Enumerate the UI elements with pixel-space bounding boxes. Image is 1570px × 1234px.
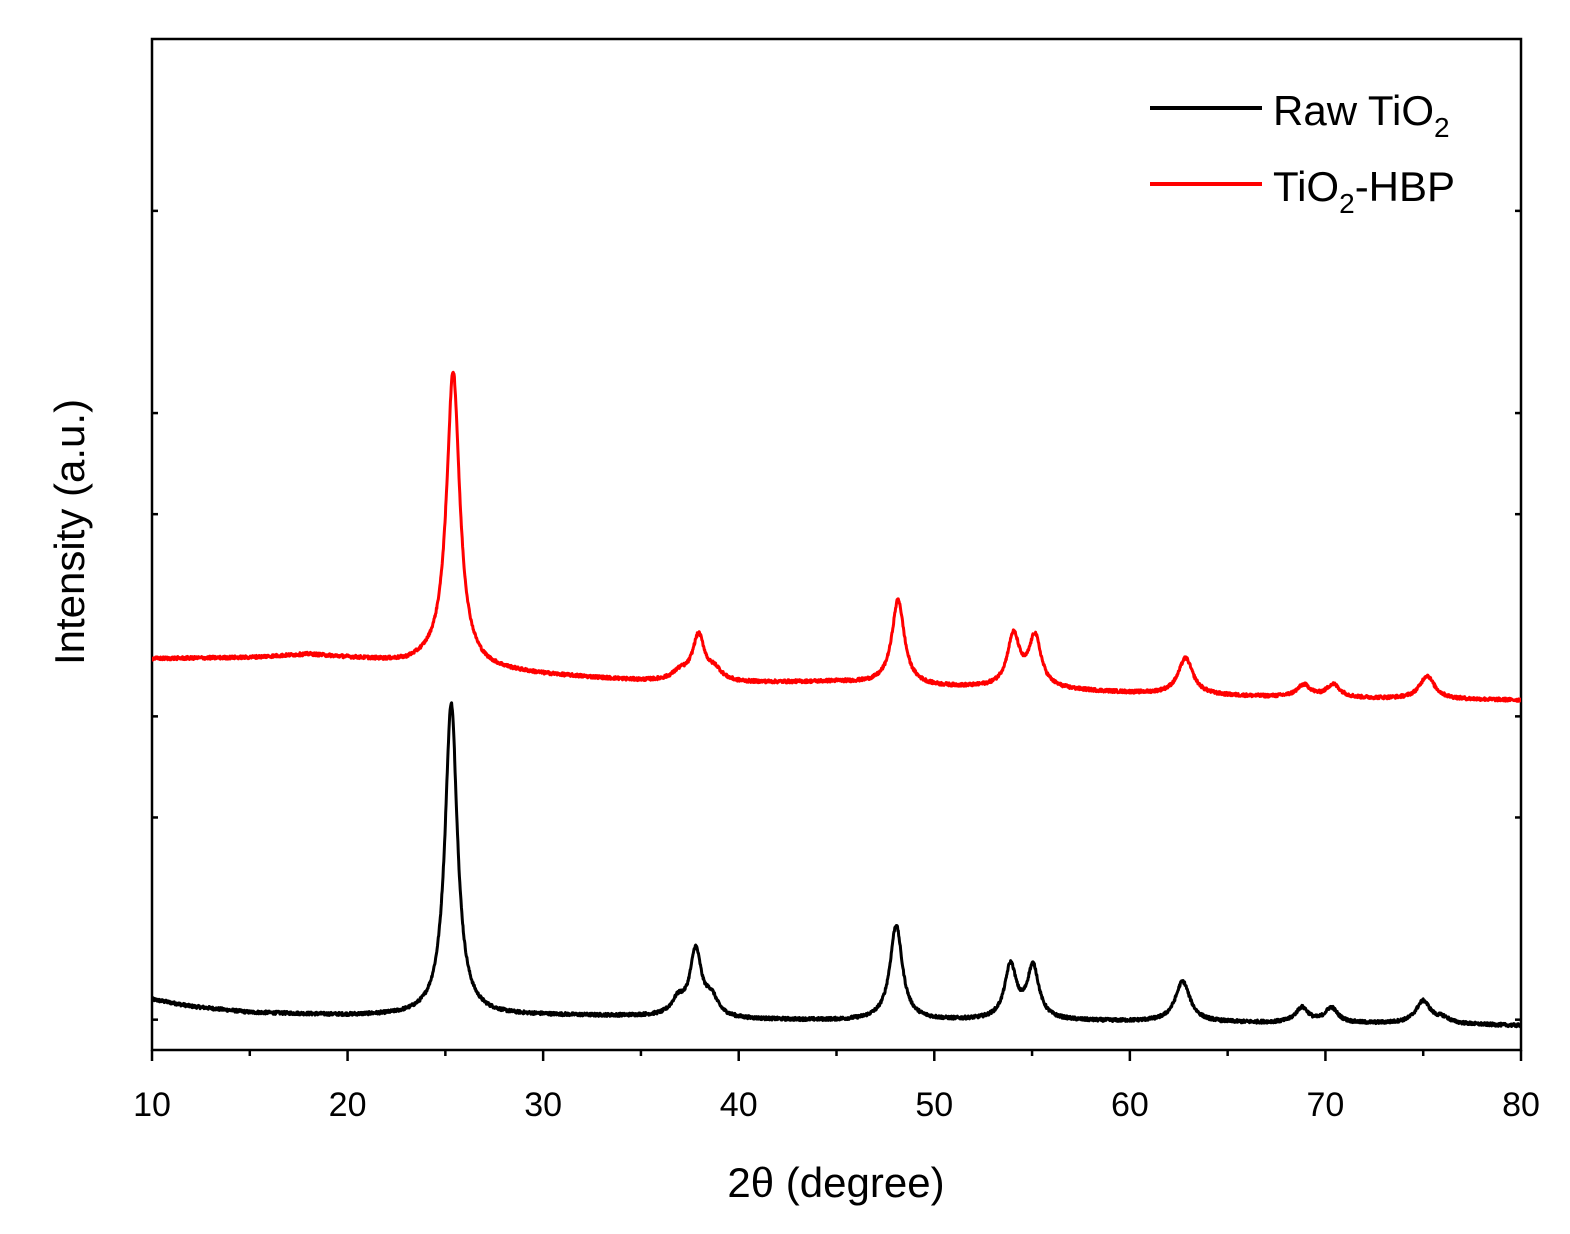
legend-label-tio2-hbp: TiO2-HBP (1273, 163, 1455, 219)
legend-label-raw-tio2: Raw TiO2 (1273, 87, 1450, 143)
legend: Raw TiO2 TiO2-HBP (1150, 87, 1455, 219)
x-tick-label: 70 (1307, 1086, 1345, 1124)
x-tick-label: 60 (1111, 1086, 1149, 1124)
x-tick-label: 20 (329, 1086, 367, 1124)
x-tick-label: 80 (1502, 1086, 1540, 1124)
x-tick-label: 50 (915, 1086, 953, 1124)
x-tick-label: 30 (524, 1086, 562, 1124)
x-tick-label: 40 (720, 1086, 758, 1124)
x-axis-ticks (150, 1050, 1523, 1061)
series-line-tio2-hbp (152, 370, 1521, 703)
y-axis-ticks (152, 209, 1521, 1021)
series-line-raw-tio2 (152, 701, 1521, 1029)
x-axis-label: 2θ (degree) (727, 1159, 944, 1206)
x-tick-label: 10 (133, 1086, 171, 1124)
y-axis-label: Intensity (a.u.) (46, 399, 93, 665)
x-axis-tick-labels: 10 20 30 40 50 60 70 80 (133, 1086, 1540, 1124)
